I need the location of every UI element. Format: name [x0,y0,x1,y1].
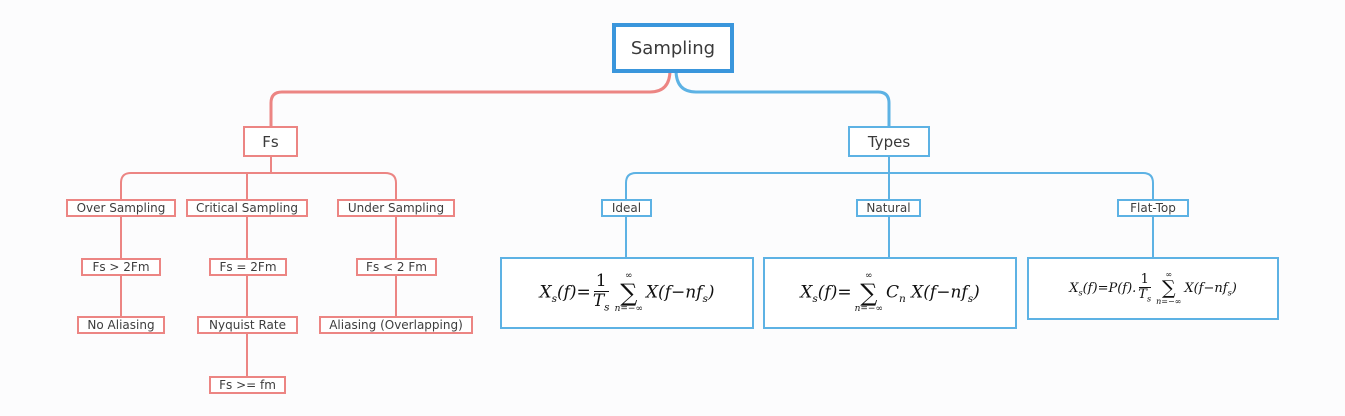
fs-ge-fm-label: Fs >= fm [219,378,276,392]
flat-top-formula: Xs(f)=P(f). 1 Ts ∞ ∑ n=−∞ X(f−nfs) [1069,270,1237,306]
types-label: Types [867,132,911,151]
node-natural[interactable]: Natural [856,199,921,217]
aliasing-overlapping-label: Aliasing (Overlapping) [329,318,463,332]
node-under-sampling[interactable]: Under Sampling [337,199,455,217]
node-under-condition[interactable]: Fs < 2 Fm [356,258,437,276]
node-critical-sampling[interactable]: Critical Sampling [186,199,308,217]
root-node-sampling[interactable]: Sampling [612,23,734,73]
ideal-label: Ideal [611,201,642,215]
ideal-formula: Xs(f)= 1 Ts ∞ ∑ n=−∞ X(f−nfs) [539,271,715,314]
fs-label: Fs [262,132,279,151]
node-fs[interactable]: Fs [243,126,298,157]
node-nyquist-rate[interactable]: Nyquist Rate [197,316,298,334]
node-critical-condition[interactable]: Fs = 2Fm [209,258,287,276]
root-label: Sampling [630,37,716,59]
critical-sampling-label: Critical Sampling [196,201,298,215]
node-fs-ge-fm[interactable]: Fs >= fm [209,376,286,394]
node-no-aliasing[interactable]: No Aliasing [77,316,165,334]
node-ideal[interactable]: Ideal [601,199,652,217]
natural-label: Natural [866,201,911,215]
node-over-sampling[interactable]: Over Sampling [66,199,176,217]
over-condition-label: Fs > 2Fm [92,260,150,274]
no-aliasing-label: No Aliasing [87,318,155,332]
connector-types-formulas [625,216,1154,257]
nyquist-rate-label: Nyquist Rate [209,318,286,332]
natural-formula-box: Xs(f)= ∞ ∑ n=−∞ Cn X(f−nfs) [763,257,1017,329]
node-over-condition[interactable]: Fs > 2Fm [81,258,161,276]
connector-root-fs [269,69,672,126]
under-condition-label: Fs < 2 Fm [366,260,427,274]
connector-fs-children [120,157,397,199]
connector-root-types [674,69,891,126]
under-sampling-label: Under Sampling [347,201,445,215]
flat-top-label: Flat-Top [1130,201,1176,215]
node-flat-top[interactable]: Flat-Top [1117,199,1189,217]
connector-types-children [625,157,1154,199]
natural-formula: Xs(f)= ∞ ∑ n=−∞ Cn X(f−nfs) [800,271,980,314]
node-aliasing-overlapping[interactable]: Aliasing (Overlapping) [319,316,473,334]
ideal-formula-box: Xs(f)= 1 Ts ∞ ∑ n=−∞ X(f−nfs) [500,257,754,329]
node-types[interactable]: Types [848,126,930,157]
flat-top-formula-box: Xs(f)=P(f). 1 Ts ∞ ∑ n=−∞ X(f−nfs) [1027,257,1279,320]
critical-condition-label: Fs = 2Fm [219,260,277,274]
over-sampling-label: Over Sampling [76,201,166,215]
